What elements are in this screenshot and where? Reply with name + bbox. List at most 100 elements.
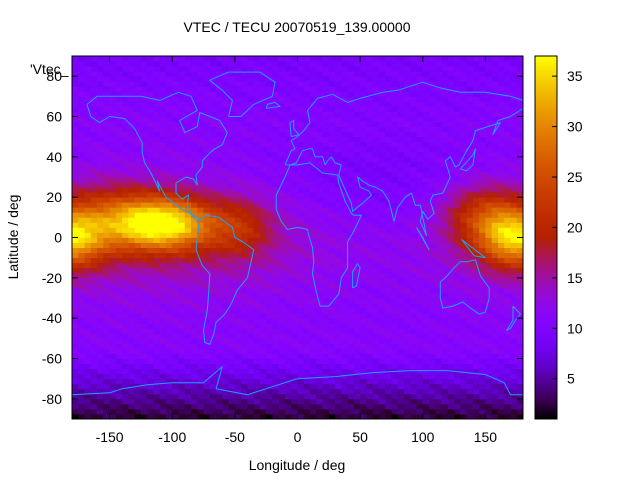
heatmap-cell: [491, 408, 499, 415]
heatmap-cell: [435, 353, 442, 359]
heatmap-cell: [479, 217, 486, 223]
heatmap-cell: [253, 408, 261, 415]
heatmap-cell: [335, 308, 342, 314]
heatmap-cell: [109, 338, 117, 344]
heatmap-cell: [259, 91, 267, 97]
heatmap-cell: [491, 192, 499, 198]
heatmap-cell: [385, 156, 392, 163]
heatmap-cell: [447, 136, 455, 143]
heatmap-cell: [128, 343, 136, 349]
heatmap-cell: [466, 66, 474, 72]
heatmap-cell: [391, 61, 399, 67]
heatmap-cell: [272, 131, 280, 138]
heatmap-cell: [259, 292, 267, 299]
heatmap-cell: [278, 272, 286, 279]
heatmap-cell: [128, 101, 136, 107]
heatmap-cell: [84, 323, 92, 329]
heatmap-cell: [153, 126, 161, 133]
heatmap-cell: [341, 383, 349, 390]
heatmap-cell: [316, 292, 323, 299]
heatmap-cell: [72, 182, 79, 188]
heatmap-cell: [303, 156, 311, 163]
heatmap-cell: [385, 287, 392, 294]
heatmap-cell: [115, 151, 123, 158]
heatmap-cell: [134, 187, 142, 193]
heatmap-cell: [134, 227, 142, 233]
heatmap-cell: [209, 313, 217, 319]
heatmap-cell: [84, 232, 92, 238]
heatmap-cell: [416, 227, 424, 233]
heatmap-cell: [303, 398, 311, 405]
heatmap-cell: [172, 106, 179, 112]
heatmap-cell: [472, 166, 480, 173]
heatmap-cell: [128, 287, 136, 294]
heatmap-cell: [159, 116, 167, 122]
heatmap-cell: [485, 126, 493, 133]
heatmap-cell: [460, 202, 468, 208]
heatmap-cell: [140, 247, 148, 254]
heatmap-cell: [228, 141, 236, 148]
heatmap-cell: [297, 222, 305, 228]
heatmap-cell: [278, 348, 286, 354]
heatmap-cell: [247, 333, 255, 339]
heatmap-cell: [322, 182, 330, 188]
heatmap-cell: [291, 177, 298, 183]
heatmap-cell: [122, 96, 129, 102]
heatmap-cell: [209, 388, 217, 395]
heatmap-cell: [247, 101, 255, 107]
heatmap-cell: [103, 247, 110, 254]
heatmap-cell: [165, 408, 173, 415]
heatmap-cell: [485, 247, 493, 254]
heatmap-cell: [109, 277, 117, 284]
heatmap-cell: [165, 101, 173, 107]
heatmap-cell: [441, 111, 449, 117]
heatmap-cell: [391, 232, 399, 238]
heatmap-cell: [128, 333, 136, 339]
heatmap-cell: [328, 303, 336, 309]
heatmap-cell: [410, 227, 417, 233]
heatmap-cell: [191, 267, 198, 274]
heatmap-cell: [454, 146, 461, 153]
heatmap-cell: [397, 232, 405, 238]
heatmap-cell: [147, 91, 154, 97]
heatmap-cell: [191, 383, 198, 390]
heatmap-cell: [172, 156, 179, 163]
heatmap-cell: [410, 343, 417, 349]
heatmap-cell: [178, 146, 186, 153]
heatmap-cell: [328, 212, 336, 218]
heatmap-cell: [197, 368, 204, 375]
heatmap-cell: [460, 368, 468, 375]
heatmap-cell: [184, 166, 192, 173]
heatmap-cell: [460, 111, 468, 117]
heatmap-cell: [378, 287, 386, 294]
heatmap-cell: [78, 368, 85, 375]
heatmap-cell: [266, 403, 273, 410]
heatmap-cell: [222, 182, 229, 188]
heatmap-cell: [241, 66, 248, 72]
heatmap-cell: [441, 348, 449, 354]
heatmap-cell: [159, 106, 167, 112]
heatmap-cell: [272, 76, 280, 82]
heatmap-cell: [90, 388, 98, 395]
heatmap-cell: [485, 222, 493, 228]
heatmap-cell: [115, 262, 123, 269]
heatmap-cell: [353, 156, 361, 163]
heatmap-cell: [472, 126, 480, 133]
heatmap-cell: [178, 398, 186, 405]
heatmap-cell: [84, 242, 92, 248]
heatmap-cell: [203, 303, 211, 309]
heatmap-cell: [366, 76, 374, 82]
heatmap-cell: [391, 292, 399, 299]
heatmap-cell: [397, 177, 405, 183]
heatmap-cell: [347, 177, 355, 183]
heatmap-cell: [140, 292, 148, 299]
heatmap-cell: [259, 212, 267, 218]
heatmap-cell: [184, 136, 192, 143]
heatmap-cell: [454, 323, 461, 329]
heatmap-cell: [172, 141, 179, 148]
heatmap-cell: [378, 378, 386, 385]
heatmap-cell: [222, 56, 229, 62]
heatmap-cell: [429, 222, 436, 228]
heatmap-cell: [322, 232, 330, 238]
heatmap-cell: [460, 383, 468, 390]
